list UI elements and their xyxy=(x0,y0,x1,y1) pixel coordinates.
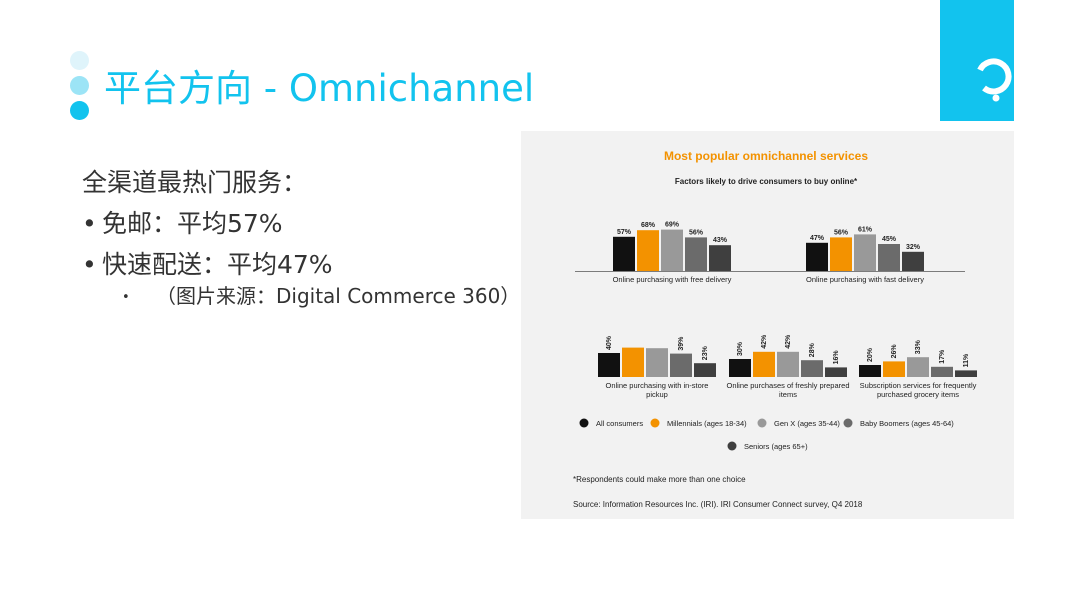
legend-swatch-4 xyxy=(727,441,737,451)
bar-4-0 xyxy=(859,365,881,377)
value-label-1-1: 56% xyxy=(834,229,849,236)
sub-bullet-source: • （图片来源：Digital Commerce 360） xyxy=(122,284,521,308)
bar-3-3 xyxy=(801,360,823,377)
chart-footnote: *Respondents could make more than one ch… xyxy=(573,475,746,484)
summary-heading: 全渠道最热门服务： xyxy=(82,168,308,197)
bar-1-2 xyxy=(854,234,876,271)
category-label-2-0: Online purchasing with in-store xyxy=(606,381,709,390)
value-label-0-4: 43% xyxy=(713,237,728,244)
value-label-3-3: 28% xyxy=(809,342,816,357)
chart-subtitle: Factors likely to drive consumers to buy… xyxy=(675,177,858,186)
legend-label-1: Millennials (ages 18-34) xyxy=(667,419,747,428)
sub-bullet-source-text: （图片来源：Digital Commerce 360） xyxy=(156,284,521,308)
legend-label-2: Gen X (ages 35-44) xyxy=(774,419,840,428)
value-label-3-4: 16% xyxy=(833,350,840,365)
bar-2-4 xyxy=(694,363,716,377)
value-label-4-1: 26% xyxy=(891,344,898,359)
title-dot-2 xyxy=(70,76,89,95)
category-label-2-1: pickup xyxy=(646,390,668,399)
value-label-1-0: 47% xyxy=(810,235,825,242)
value-label-0-0: 57% xyxy=(617,229,632,236)
category-label-1-0: Online purchasing with fast delivery xyxy=(806,275,924,284)
bar-0-3 xyxy=(685,237,707,271)
slide-title: 平台方向 - Omnichannel xyxy=(104,67,535,110)
value-label-1-4: 32% xyxy=(906,244,921,251)
category-label-0-0: Online purchasing with free delivery xyxy=(613,275,732,284)
legend-label-4: Seniors (ages 65+) xyxy=(744,442,808,451)
title-dot-1 xyxy=(70,51,89,70)
value-label-2-4: 23% xyxy=(702,345,709,360)
bar-0-0 xyxy=(613,236,635,271)
value-label-2-3: 39% xyxy=(678,336,685,351)
chart-panel: Most popular omnichannel services Factor… xyxy=(521,131,1014,519)
legend-swatch-0 xyxy=(579,418,589,428)
value-label-4-0: 20% xyxy=(867,347,874,362)
value-label-3-2: 42% xyxy=(785,334,792,349)
bar-1-3 xyxy=(878,244,900,271)
legend-swatch-1 xyxy=(650,418,660,428)
legend-label-3: Baby Boomers (ages 45-64) xyxy=(860,419,954,428)
value-label-4-4: 11% xyxy=(963,353,970,367)
brand-logo-icon xyxy=(940,0,1014,121)
category-label-3-1: items xyxy=(779,390,797,399)
bullet-fast-delivery-text: 快速配送：平均47% xyxy=(102,250,333,279)
value-label-0-2: 69% xyxy=(665,222,680,229)
bar-3-0 xyxy=(729,359,751,377)
bar-4-3 xyxy=(931,366,953,377)
bullet-free-delivery: • 免邮：平均57% xyxy=(82,209,283,238)
bar-3-4 xyxy=(825,367,847,377)
chart-source: Source: Information Resources Inc. (IRI)… xyxy=(573,500,863,509)
bar-4-4 xyxy=(955,370,977,377)
bullet-fast-delivery: • 快速配送：平均47% xyxy=(82,250,333,279)
bar-4-2 xyxy=(907,357,929,377)
bullet-free-delivery-text: 免邮：平均57% xyxy=(102,209,283,238)
value-label-0-1: 68% xyxy=(641,222,656,229)
bar-4-1 xyxy=(883,361,905,377)
legend-label-0: All consumers xyxy=(596,419,643,428)
value-label-4-3: 17% xyxy=(939,349,946,364)
legend-swatch-2 xyxy=(757,418,767,428)
bar-1-0 xyxy=(806,242,828,271)
bar-2-3 xyxy=(670,353,692,377)
bar-0-2 xyxy=(661,229,683,271)
category-label-4-1: purchased grocery items xyxy=(877,390,959,399)
value-label-0-3: 56% xyxy=(689,229,704,236)
bar-3-2 xyxy=(777,351,799,377)
bar-1-4 xyxy=(902,251,924,271)
value-label-3-1: 42% xyxy=(761,334,768,349)
bar-1-1 xyxy=(830,237,852,271)
chart-svg: Most popular omnichannel services Factor… xyxy=(573,149,977,509)
legend-swatch-3 xyxy=(843,418,853,428)
bar-0-4 xyxy=(709,245,731,271)
bar-2-0 xyxy=(598,353,620,377)
value-label-3-0: 30% xyxy=(737,341,744,356)
value-label-1-3: 45% xyxy=(882,236,897,243)
category-label-3-0: Online purchases of freshly prepared xyxy=(727,381,850,390)
chart-title: Most popular omnichannel services xyxy=(664,149,868,163)
value-label-2-0: 40% xyxy=(606,335,613,350)
bar-2-1 xyxy=(622,347,644,377)
value-label-4-2: 33% xyxy=(915,339,922,354)
bar-2-2 xyxy=(646,348,668,377)
bar-3-1 xyxy=(753,351,775,377)
category-label-4-0: Subscription services for frequently xyxy=(860,381,977,390)
title-dot-3 xyxy=(70,101,89,120)
value-label-1-2: 61% xyxy=(858,226,873,233)
bar-0-1 xyxy=(637,230,659,271)
